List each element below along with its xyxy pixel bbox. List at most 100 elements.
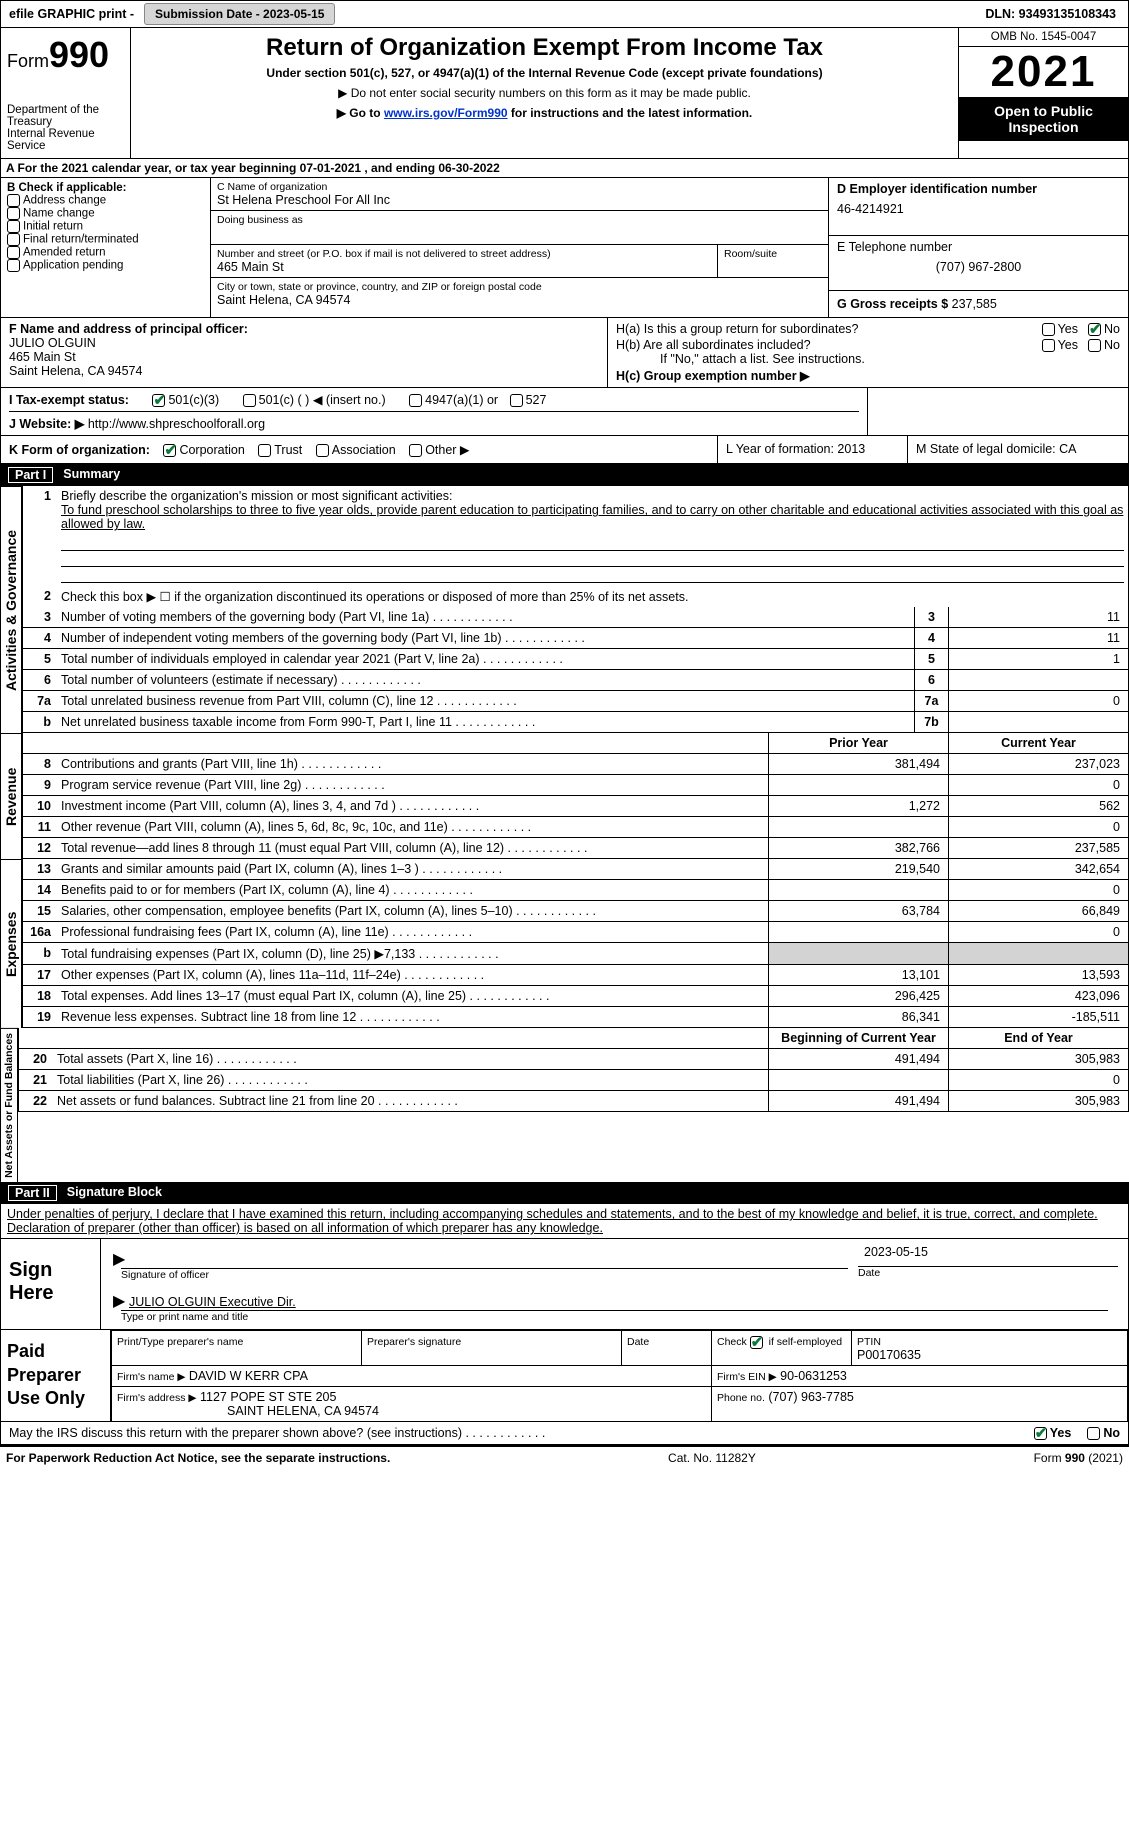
expense-row: 13Grants and similar amounts paid (Part …: [22, 859, 1129, 880]
section-fh: F Name and address of principal officer:…: [0, 318, 1129, 388]
footer-right: Form 990 (2021): [1034, 1451, 1123, 1465]
gov-row: 3Number of voting members of the governi…: [22, 607, 1129, 628]
netassets-row: 20Total assets (Part X, line 16)491,4943…: [18, 1049, 1129, 1070]
officer-addr1: 465 Main St: [9, 350, 599, 364]
efile-topbar: efile GRAPHIC print - Submission Date - …: [0, 0, 1129, 28]
checkbox-address-change[interactable]: [7, 194, 20, 207]
firm-addr1: 1127 POPE ST STE 205: [200, 1390, 336, 1404]
penalties-text: Under penalties of perjury, I declare th…: [0, 1204, 1129, 1239]
discuss-yes-checkbox[interactable]: [1034, 1427, 1047, 1440]
col-begin: Beginning of Current Year: [768, 1028, 948, 1048]
sig-date-label: Date: [858, 1267, 1118, 1279]
gov-row: 7aTotal unrelated business revenue from …: [22, 691, 1129, 712]
cb-4947[interactable]: [409, 394, 422, 407]
irs-link[interactable]: www.irs.gov/Form990: [384, 106, 508, 120]
gross-value: 237,585: [952, 297, 997, 311]
subtitle-3: ▶ Go to www.irs.gov/Form990 for instruct…: [137, 106, 952, 120]
ptin-label: PTIN: [857, 1336, 881, 1348]
sig-officer-label: Signature of officer: [121, 1269, 858, 1281]
side-expenses: Expenses: [0, 859, 22, 1028]
section-d: D Employer identification number 46-4214…: [828, 178, 1128, 317]
revenue-section: Revenue Prior Year Current Year 8Contrib…: [0, 733, 1129, 859]
tax-year: 2021: [959, 47, 1128, 97]
sign-here-section: Sign Here ▶ Signature of officer 2023-05…: [0, 1239, 1129, 1330]
year-formation: L Year of formation: 2013: [718, 436, 908, 463]
firm-addr2: SAINT HELENA, CA 94574: [227, 1404, 379, 1418]
gov-row: 6Total number of volunteers (estimate if…: [22, 670, 1129, 691]
side-revenue: Revenue: [0, 733, 22, 859]
tel-label: E Telephone number: [837, 240, 1120, 254]
checkbox-amended-return[interactable]: [7, 246, 20, 259]
hb-yes-checkbox[interactable]: [1042, 339, 1055, 352]
expense-row: 14Benefits paid to or for members (Part …: [22, 880, 1129, 901]
checkbox-final-return[interactable]: [7, 233, 20, 246]
officer-label: F Name and address of principal officer:: [9, 322, 599, 336]
firm-addr-label: Firm's address ▶: [117, 1392, 197, 1404]
section-b: B Check if applicable: Address change Na…: [1, 178, 211, 317]
col-current: Current Year: [948, 733, 1128, 753]
website-label: J Website: ▶: [9, 417, 84, 431]
cb-527[interactable]: [510, 394, 523, 407]
revenue-row: 11Other revenue (Part VIII, column (A), …: [22, 817, 1129, 838]
open-to-public: Open to Public Inspection: [959, 97, 1128, 141]
section-ij: I Tax-exempt status: 501(c)(3) 501(c) ( …: [0, 388, 1129, 436]
hc-label: H(c) Group exemption number ▶: [616, 368, 1120, 383]
cb-trust[interactable]: [258, 444, 271, 457]
netassets-row: 22Net assets or fund balances. Subtract …: [18, 1091, 1129, 1112]
subtitle-2: ▶ Do not enter social security numbers o…: [137, 86, 952, 100]
submission-date-button[interactable]: Submission Date - 2023-05-15: [144, 3, 335, 25]
section-bcd: B Check if applicable: Address change Na…: [0, 178, 1129, 318]
cb-self-employed[interactable]: [750, 1336, 763, 1349]
part2-title: Signature Block: [67, 1185, 162, 1201]
netassets-row: 21Total liabilities (Part X, line 26)0: [18, 1070, 1129, 1091]
line2-label: Check this box ▶ ☐ if the organization d…: [57, 586, 1128, 607]
governance-section: Activities & Governance 1 Briefly descri…: [0, 486, 1129, 733]
treasury-label: Department of the Treasury Internal Reve…: [7, 104, 124, 152]
side-netassets: Net Assets or Fund Balances: [0, 1028, 18, 1182]
website-value: http://www.shpreschoolforall.org: [88, 417, 265, 431]
gov-row: bNet unrelated business taxable income f…: [22, 712, 1129, 733]
cb-other[interactable]: [409, 444, 422, 457]
prep-date-label: Date: [627, 1336, 649, 1348]
part2-header: Part II Signature Block: [0, 1182, 1129, 1204]
city-label: City or town, state or province, country…: [217, 281, 822, 293]
sig-date-value: 2023-05-15: [858, 1245, 1118, 1267]
footer-left: For Paperwork Reduction Act Notice, see …: [6, 1451, 390, 1465]
ha-yes-checkbox[interactable]: [1042, 323, 1055, 336]
gov-row: 4Number of independent voting members of…: [22, 628, 1129, 649]
sign-here-label: Sign Here: [1, 1239, 101, 1329]
prep-name-label: Print/Type preparer's name: [117, 1336, 243, 1348]
gross-label: G Gross receipts $: [837, 297, 948, 311]
section-klm: K Form of organization: Corporation Trus…: [0, 436, 1129, 464]
part1-title: Summary: [63, 467, 120, 483]
org-name-value: St Helena Preschool For All Inc: [217, 193, 822, 207]
cb-corp[interactable]: [163, 444, 176, 457]
efile-label: efile GRAPHIC print -: [1, 3, 142, 25]
form-990-label: Form990: [7, 34, 124, 76]
expense-row: 16aProfessional fundraising fees (Part I…: [22, 922, 1129, 943]
form-title: Return of Organization Exempt From Incom…: [137, 34, 952, 62]
checkbox-initial-return[interactable]: [7, 220, 20, 233]
checkbox-name-change[interactable]: [7, 207, 20, 220]
expense-row: 15Salaries, other compensation, employee…: [22, 901, 1129, 922]
paid-preparer-section: Paid Preparer Use Only Print/Type prepar…: [0, 1330, 1129, 1422]
cb-501c3[interactable]: [152, 394, 165, 407]
discuss-no-checkbox[interactable]: [1087, 1427, 1100, 1440]
subtitle-1: Under section 501(c), 527, or 4947(a)(1)…: [137, 66, 952, 80]
expense-row: bTotal fundraising expenses (Part IX, co…: [22, 943, 1129, 965]
paid-preparer-label: Paid Preparer Use Only: [1, 1330, 111, 1421]
cb-assoc[interactable]: [316, 444, 329, 457]
hb-no-checkbox[interactable]: [1088, 339, 1101, 352]
revenue-row: 10Investment income (Part VIII, column (…: [22, 796, 1129, 817]
firm-tel-label: Phone no.: [717, 1392, 765, 1404]
cb-501c[interactable]: [243, 394, 256, 407]
ein-label: D Employer identification number: [837, 182, 1120, 196]
sig-name-value: JULIO OLGUIN Executive Dir.: [129, 1295, 296, 1309]
ha-no-checkbox[interactable]: [1088, 323, 1101, 336]
expenses-section: Expenses 13Grants and similar amounts pa…: [0, 859, 1129, 1028]
org-name-label: C Name of organization: [217, 181, 822, 193]
room-label: Room/suite: [724, 248, 822, 260]
expense-row: 18Total expenses. Add lines 13–17 (must …: [22, 986, 1129, 1007]
firm-ein-label: Firm's EIN ▶: [717, 1371, 777, 1383]
checkbox-application-pending[interactable]: [7, 259, 20, 272]
